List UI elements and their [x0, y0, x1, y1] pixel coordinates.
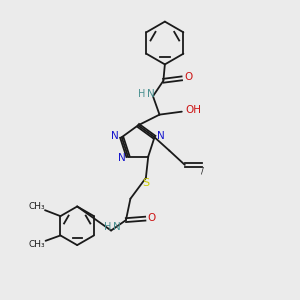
Text: OH: OH	[185, 105, 201, 115]
Text: CH₃: CH₃	[28, 202, 45, 211]
Text: S: S	[142, 178, 149, 188]
Text: N: N	[118, 153, 125, 163]
Text: N: N	[147, 89, 154, 99]
Text: O: O	[184, 73, 193, 82]
Text: N: N	[157, 131, 165, 141]
Text: N: N	[111, 131, 119, 141]
Text: H: H	[138, 89, 146, 99]
Text: CH₃: CH₃	[29, 240, 46, 249]
Text: /: /	[201, 167, 203, 176]
Text: H: H	[104, 222, 112, 232]
Text: N: N	[113, 222, 121, 232]
Text: O: O	[148, 213, 156, 223]
